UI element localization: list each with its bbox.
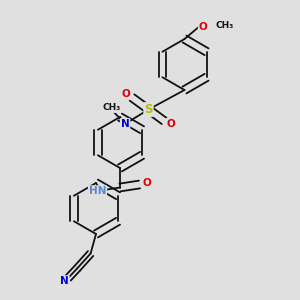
- Text: N: N: [121, 119, 130, 129]
- Text: O: O: [166, 119, 175, 129]
- Text: N: N: [60, 276, 69, 286]
- Text: O: O: [142, 178, 152, 188]
- Text: O: O: [121, 89, 130, 99]
- Text: CH₃: CH₃: [103, 103, 121, 112]
- Text: O: O: [199, 22, 208, 32]
- Text: HN: HN: [89, 186, 106, 196]
- Text: CH₃: CH₃: [216, 21, 234, 30]
- Text: S: S: [144, 103, 153, 116]
